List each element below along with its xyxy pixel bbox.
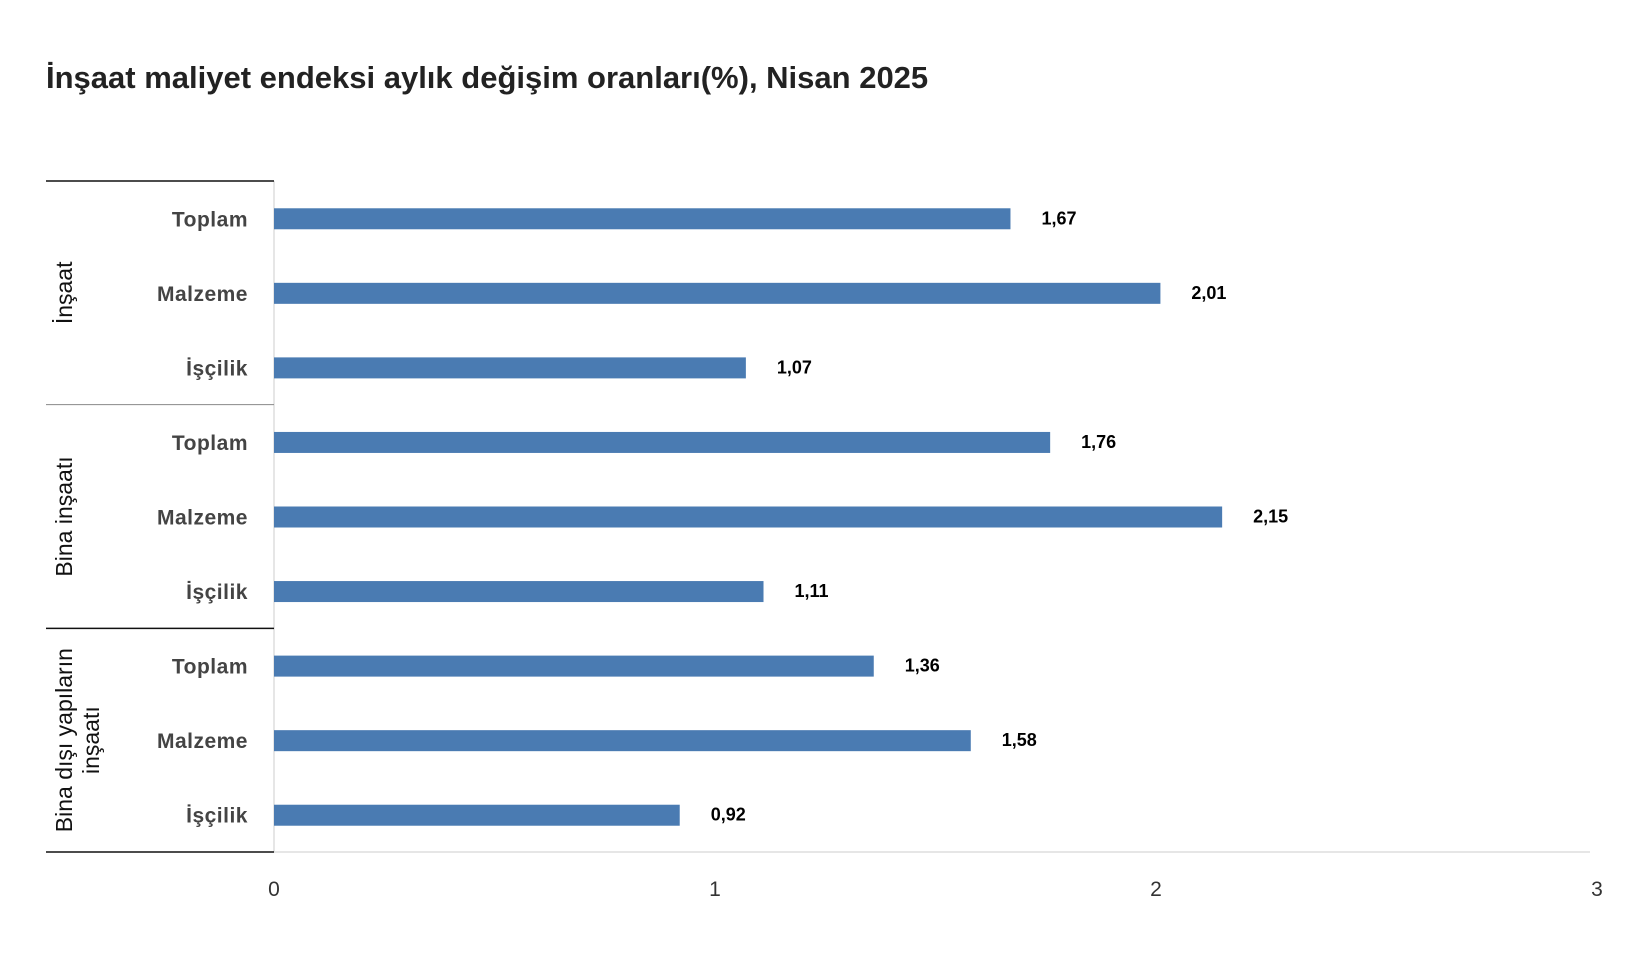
chart-title: İnşaat maliyet endeksi aylık değişim ora… — [46, 60, 929, 95]
bar — [274, 730, 971, 752]
data-label: 1,11 — [795, 581, 829, 601]
data-label: 2,01 — [1191, 283, 1226, 303]
x-tick-label: 3 — [1591, 878, 1603, 901]
group-label-line: inşaatı — [78, 706, 104, 774]
data-label: 1,36 — [905, 656, 940, 676]
group-label-line: Bina inşaatı — [51, 456, 77, 576]
category-label: Toplam — [172, 208, 248, 231]
bar — [274, 506, 1223, 528]
bar — [274, 357, 746, 379]
data-label: 0,92 — [711, 805, 746, 825]
category-label: Malzeme — [157, 730, 248, 753]
x-tick-label: 2 — [1150, 878, 1162, 901]
data-label: 1,67 — [1041, 208, 1076, 228]
bar — [274, 655, 874, 677]
group-label-line: Bina dışı yapıların — [51, 648, 77, 832]
category-label: İşçilik — [186, 581, 248, 604]
category-label: Malzeme — [157, 283, 248, 306]
data-label: 1,76 — [1081, 432, 1116, 452]
category-label: Malzeme — [157, 507, 248, 530]
x-tick-label: 0 — [268, 878, 280, 901]
x-tick-label: 1 — [709, 878, 721, 901]
data-label: 1,07 — [777, 357, 812, 377]
group-label-line: İnşaat — [51, 261, 77, 324]
bar — [274, 282, 1161, 304]
bar — [274, 431, 1051, 453]
data-label: 2,15 — [1253, 507, 1288, 527]
data-label: 1,58 — [1002, 730, 1037, 750]
category-label: Toplam — [172, 432, 248, 455]
category-label: İşçilik — [186, 805, 248, 828]
group-label: Bina dışı yapılarıninşaatı — [51, 648, 104, 832]
group-label: İnşaat — [51, 261, 77, 324]
group-label: Bina inşaatı — [51, 456, 77, 576]
bar — [274, 581, 764, 603]
bar — [274, 208, 1011, 230]
bar — [274, 804, 680, 826]
category-label: Toplam — [172, 656, 248, 679]
category-label: İşçilik — [186, 357, 248, 380]
